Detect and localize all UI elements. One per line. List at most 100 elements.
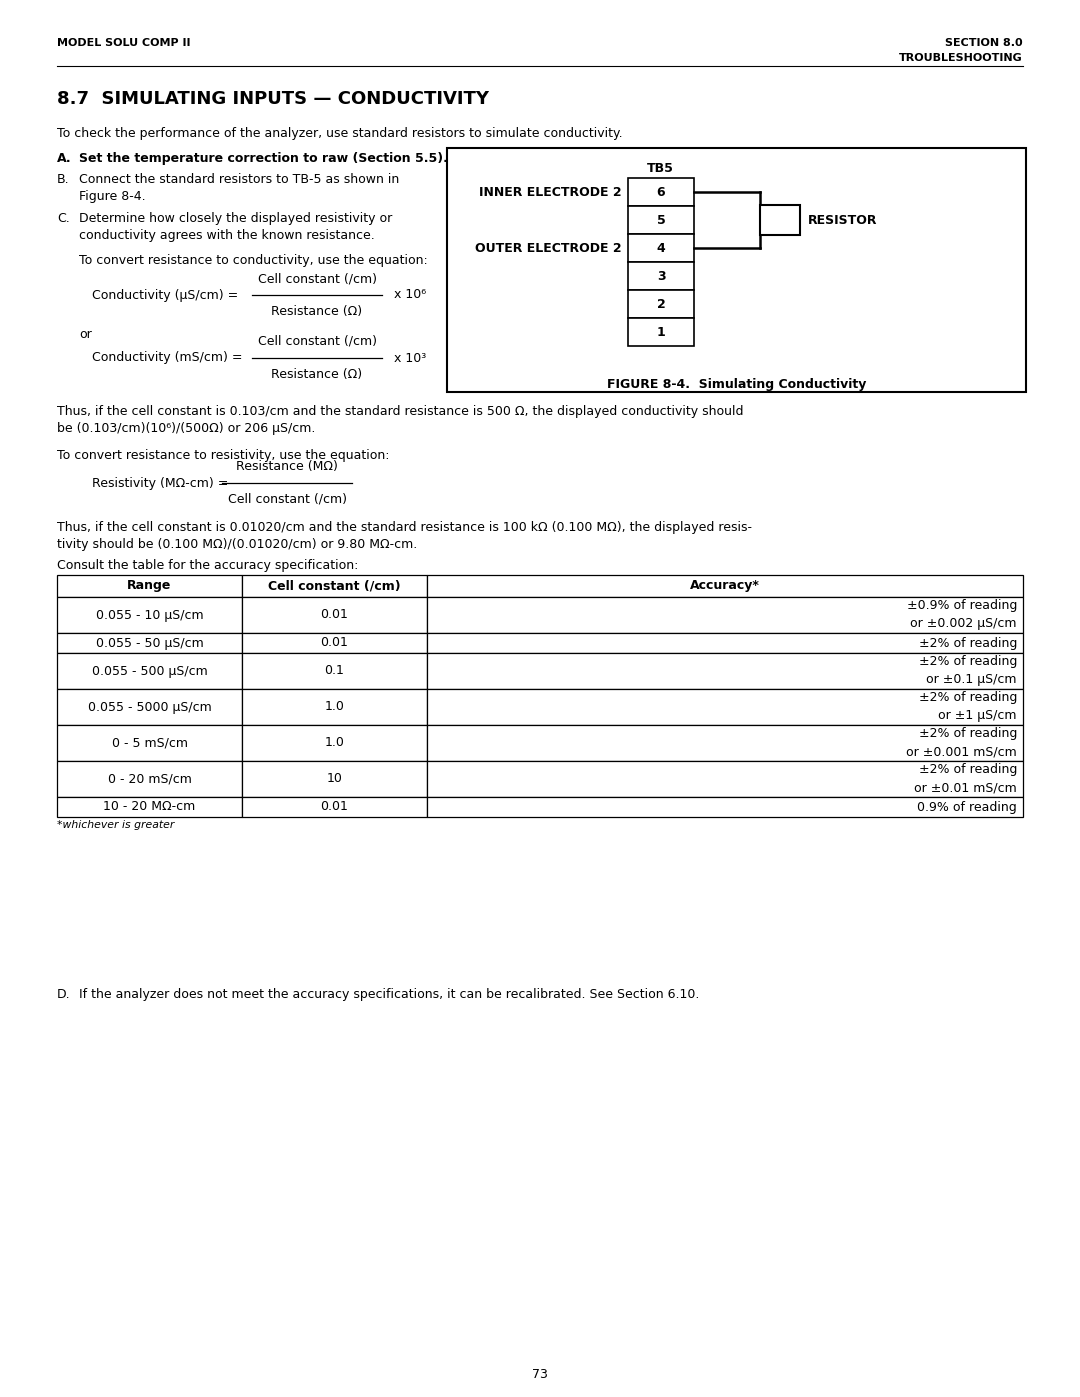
Bar bbox=[627, 263, 694, 291]
Text: 5: 5 bbox=[657, 214, 665, 226]
Text: 3: 3 bbox=[657, 270, 665, 282]
Text: 0 - 20 mS/cm: 0 - 20 mS/cm bbox=[108, 773, 191, 785]
Text: 0.01: 0.01 bbox=[321, 637, 349, 650]
Text: 8.7  SIMULATING INPUTS — CONDUCTIVITY: 8.7 SIMULATING INPUTS — CONDUCTIVITY bbox=[57, 89, 489, 108]
Bar bbox=[627, 205, 694, 235]
Text: conductivity agrees with the known resistance.: conductivity agrees with the known resis… bbox=[79, 229, 375, 242]
Text: 6: 6 bbox=[657, 186, 665, 198]
Text: tivity should be (0.100 MΩ)/(0.01020/cm) or 9.80 MΩ-cm.: tivity should be (0.100 MΩ)/(0.01020/cm)… bbox=[57, 538, 417, 550]
Text: Accuracy*: Accuracy* bbox=[690, 580, 760, 592]
Bar bbox=[242, 689, 427, 725]
Text: Cell constant (/cm): Cell constant (/cm) bbox=[268, 580, 401, 592]
Text: OUTER ELECTRODE 2: OUTER ELECTRODE 2 bbox=[475, 242, 622, 254]
Text: or ±1 μS/cm: or ±1 μS/cm bbox=[939, 710, 1017, 722]
Bar bbox=[627, 319, 694, 346]
Text: To check the performance of the analyzer, use standard resistors to simulate con: To check the performance of the analyzer… bbox=[57, 127, 623, 140]
Text: 10: 10 bbox=[326, 773, 342, 785]
Bar bbox=[447, 148, 1026, 393]
Text: be (0.103/cm)(10⁶)/(500Ω) or 206 μS/cm.: be (0.103/cm)(10⁶)/(500Ω) or 206 μS/cm. bbox=[57, 422, 315, 434]
Text: RESISTOR: RESISTOR bbox=[808, 214, 877, 226]
Text: 1.0: 1.0 bbox=[325, 736, 345, 750]
Text: x 10³: x 10³ bbox=[394, 352, 427, 365]
Bar bbox=[242, 652, 427, 689]
Bar bbox=[57, 652, 242, 689]
Text: 1.0: 1.0 bbox=[325, 700, 345, 714]
Text: Range: Range bbox=[127, 580, 172, 592]
Text: 0.055 - 50 μS/cm: 0.055 - 50 μS/cm bbox=[96, 637, 203, 650]
Text: C.: C. bbox=[57, 212, 70, 225]
Text: Resistivity (MΩ-cm) =: Resistivity (MΩ-cm) = bbox=[92, 476, 232, 489]
Text: 0.055 - 10 μS/cm: 0.055 - 10 μS/cm bbox=[96, 609, 203, 622]
Text: B.: B. bbox=[57, 173, 69, 186]
Bar bbox=[242, 725, 427, 761]
Text: To convert resistance to resistivity, use the equation:: To convert resistance to resistivity, us… bbox=[57, 448, 390, 462]
Text: Resistance (Ω): Resistance (Ω) bbox=[271, 305, 363, 319]
Text: or ±0.1 μS/cm: or ±0.1 μS/cm bbox=[927, 673, 1017, 686]
Text: 0.055 - 5000 μS/cm: 0.055 - 5000 μS/cm bbox=[87, 700, 212, 714]
Bar bbox=[427, 597, 1023, 633]
Text: Set the temperature correction to raw (Section 5.5).: Set the temperature correction to raw (S… bbox=[79, 152, 448, 165]
Text: If the analyzer does not meet the accuracy specifications, it can be recalibrate: If the analyzer does not meet the accura… bbox=[79, 988, 700, 1002]
Bar bbox=[427, 689, 1023, 725]
Text: ±2% of reading: ±2% of reading bbox=[919, 728, 1017, 740]
Bar bbox=[57, 576, 242, 597]
Text: 0.01: 0.01 bbox=[321, 609, 349, 622]
Text: A.: A. bbox=[57, 152, 71, 165]
Bar bbox=[427, 633, 1023, 652]
Text: ±2% of reading: ±2% of reading bbox=[919, 637, 1017, 650]
Text: Consult the table for the accuracy specification:: Consult the table for the accuracy speci… bbox=[57, 559, 359, 571]
Bar bbox=[57, 761, 242, 798]
Text: x 10⁶: x 10⁶ bbox=[394, 289, 427, 302]
Text: Figure 8-4.: Figure 8-4. bbox=[79, 190, 146, 203]
Text: To convert resistance to conductivity, use the equation:: To convert resistance to conductivity, u… bbox=[79, 254, 428, 267]
Text: Conductivity (mS/cm) =: Conductivity (mS/cm) = bbox=[92, 352, 246, 365]
Text: Resistance (Ω): Resistance (Ω) bbox=[271, 367, 363, 381]
Bar bbox=[242, 798, 427, 817]
Text: 0 - 5 mS/cm: 0 - 5 mS/cm bbox=[111, 736, 188, 750]
Bar bbox=[427, 652, 1023, 689]
Text: MODEL SOLU COMP II: MODEL SOLU COMP II bbox=[57, 38, 190, 47]
Text: 10 - 20 MΩ-cm: 10 - 20 MΩ-cm bbox=[104, 800, 195, 813]
Text: TB5: TB5 bbox=[647, 162, 674, 175]
Text: ±0.9% of reading: ±0.9% of reading bbox=[906, 599, 1017, 612]
Text: Cell constant (/cm): Cell constant (/cm) bbox=[257, 272, 377, 285]
Text: ±2% of reading: ±2% of reading bbox=[919, 764, 1017, 777]
Bar bbox=[627, 235, 694, 263]
Text: Thus, if the cell constant is 0.01020/cm and the standard resistance is 100 kΩ (: Thus, if the cell constant is 0.01020/cm… bbox=[57, 521, 752, 534]
Text: ±2% of reading: ±2% of reading bbox=[919, 655, 1017, 669]
Bar bbox=[627, 291, 694, 319]
Text: 0.01: 0.01 bbox=[321, 800, 349, 813]
Text: Cell constant (/cm): Cell constant (/cm) bbox=[257, 335, 377, 348]
Bar bbox=[427, 761, 1023, 798]
Text: SECTION 8.0: SECTION 8.0 bbox=[945, 38, 1023, 47]
Text: Resistance (MΩ): Resistance (MΩ) bbox=[237, 460, 338, 474]
Text: Cell constant (/cm): Cell constant (/cm) bbox=[228, 493, 347, 506]
Bar bbox=[242, 597, 427, 633]
Text: 4: 4 bbox=[657, 242, 665, 254]
Text: or ±0.001 mS/cm: or ±0.001 mS/cm bbox=[906, 746, 1017, 759]
Bar bbox=[242, 633, 427, 652]
Text: *whichever is greater: *whichever is greater bbox=[57, 820, 174, 830]
Text: INNER ELECTRODE 2: INNER ELECTRODE 2 bbox=[480, 186, 622, 198]
Text: TROUBLESHOOTING: TROUBLESHOOTING bbox=[900, 53, 1023, 63]
Text: or: or bbox=[79, 328, 92, 341]
Text: Connect the standard resistors to TB-5 as shown in: Connect the standard resistors to TB-5 a… bbox=[79, 173, 400, 186]
Bar bbox=[760, 205, 800, 235]
Text: 0.055 - 500 μS/cm: 0.055 - 500 μS/cm bbox=[92, 665, 207, 678]
Bar bbox=[57, 633, 242, 652]
Text: D.: D. bbox=[57, 988, 70, 1002]
Bar bbox=[627, 177, 694, 205]
Bar bbox=[57, 725, 242, 761]
Bar bbox=[427, 725, 1023, 761]
Text: 0.9% of reading: 0.9% of reading bbox=[917, 800, 1017, 813]
Bar bbox=[242, 761, 427, 798]
Bar bbox=[57, 689, 242, 725]
Bar bbox=[427, 576, 1023, 597]
Bar bbox=[57, 597, 242, 633]
Text: or ±0.01 mS/cm: or ±0.01 mS/cm bbox=[915, 781, 1017, 795]
Bar bbox=[242, 576, 427, 597]
Bar bbox=[427, 798, 1023, 817]
Text: 1: 1 bbox=[657, 326, 665, 338]
Text: or ±0.002 μS/cm: or ±0.002 μS/cm bbox=[910, 617, 1017, 630]
Text: Determine how closely the displayed resistivity or: Determine how closely the displayed resi… bbox=[79, 212, 392, 225]
